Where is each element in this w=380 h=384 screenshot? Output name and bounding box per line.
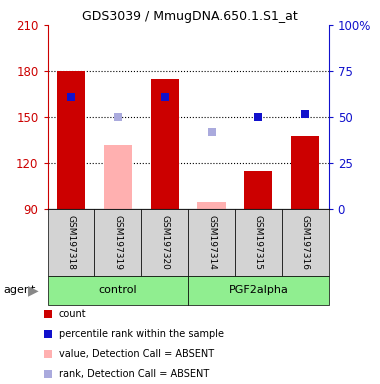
- Text: GSM197316: GSM197316: [301, 215, 310, 270]
- Bar: [198, 202, 226, 209]
- Text: GSM197314: GSM197314: [207, 215, 216, 270]
- Text: value, Detection Call = ABSENT: value, Detection Call = ABSENT: [59, 349, 214, 359]
- Text: count: count: [59, 309, 87, 319]
- Bar: [150, 79, 179, 209]
- Text: percentile rank within the sample: percentile rank within the sample: [59, 329, 224, 339]
- Text: rank, Detection Call = ABSENT: rank, Detection Call = ABSENT: [59, 369, 209, 379]
- Text: GSM197319: GSM197319: [113, 215, 122, 270]
- Text: control: control: [98, 285, 137, 296]
- Text: GSM197320: GSM197320: [160, 215, 169, 270]
- Bar: [244, 171, 272, 209]
- Bar: [57, 71, 85, 209]
- Text: PGF2alpha: PGF2alpha: [228, 285, 288, 296]
- Text: GSM197318: GSM197318: [66, 215, 76, 270]
- Text: ▶: ▶: [28, 283, 39, 298]
- Text: agent: agent: [4, 285, 36, 296]
- Bar: [104, 145, 132, 209]
- Text: GSM197315: GSM197315: [254, 215, 263, 270]
- Text: GDS3039 / MmugDNA.650.1.S1_at: GDS3039 / MmugDNA.650.1.S1_at: [82, 10, 298, 23]
- Bar: [291, 136, 319, 209]
